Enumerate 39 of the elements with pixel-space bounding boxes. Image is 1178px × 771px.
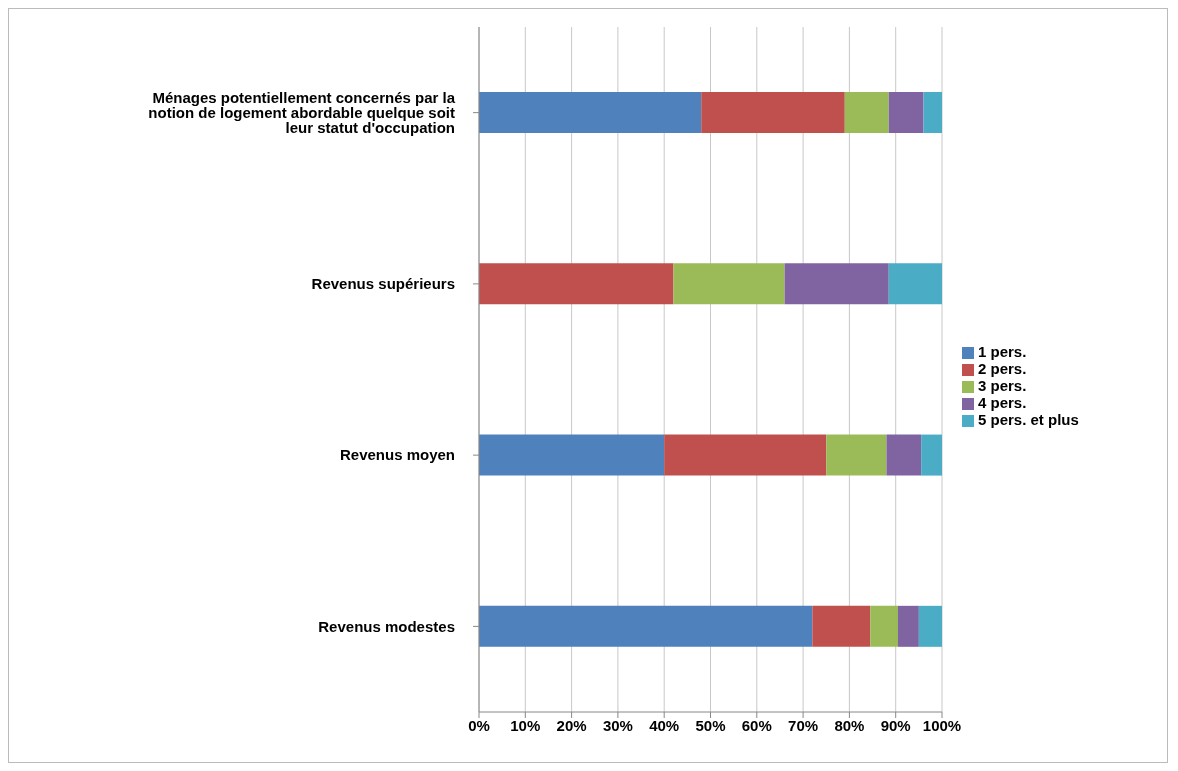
bar (826, 434, 887, 476)
bar (479, 605, 813, 647)
bar (923, 92, 942, 134)
bar (812, 605, 871, 647)
x-tick-label: 80% (834, 716, 865, 734)
bar (844, 92, 889, 134)
bar (888, 263, 942, 305)
bar (479, 92, 702, 134)
bar (898, 605, 919, 647)
legend-label: 5 pers. et plus (978, 411, 1079, 428)
bar (870, 605, 899, 647)
x-tick-label: 20% (556, 716, 587, 734)
bar (701, 92, 845, 134)
y-tick-label: Revenus moyen (339, 446, 455, 464)
bar (888, 92, 924, 134)
y-tick-label: Revenus supérieurs (311, 275, 455, 293)
legend-label: 3 pers. (978, 377, 1027, 394)
bar (784, 263, 889, 305)
bar (479, 434, 665, 476)
x-tick-label: 100% (922, 716, 962, 734)
x-tick-label: 60% (741, 716, 772, 734)
bar (664, 434, 827, 476)
bar (918, 605, 942, 647)
x-tick-label: 50% (695, 716, 726, 734)
bar (921, 434, 942, 476)
legend-label: 4 pers. (978, 394, 1027, 411)
bar (479, 263, 674, 305)
x-tick-label: 40% (649, 716, 680, 734)
legend-label: 2 pers. (978, 360, 1027, 377)
x-tick-label: 10% (510, 716, 541, 734)
bar (673, 263, 785, 305)
y-tick-label: Ménages potentiellement concernés par la notion de logement abordable quelque soit leur statut d'occupation (148, 88, 456, 136)
x-tick-label: 70% (788, 716, 819, 734)
bar (886, 434, 922, 476)
y-tick-label: Revenus modestes (318, 617, 455, 635)
x-tick-label: 30% (602, 716, 633, 734)
legend-label: 1 pers. (978, 343, 1027, 360)
x-tick-label: 0% (468, 716, 490, 734)
x-tick-label: 90% (880, 716, 911, 734)
